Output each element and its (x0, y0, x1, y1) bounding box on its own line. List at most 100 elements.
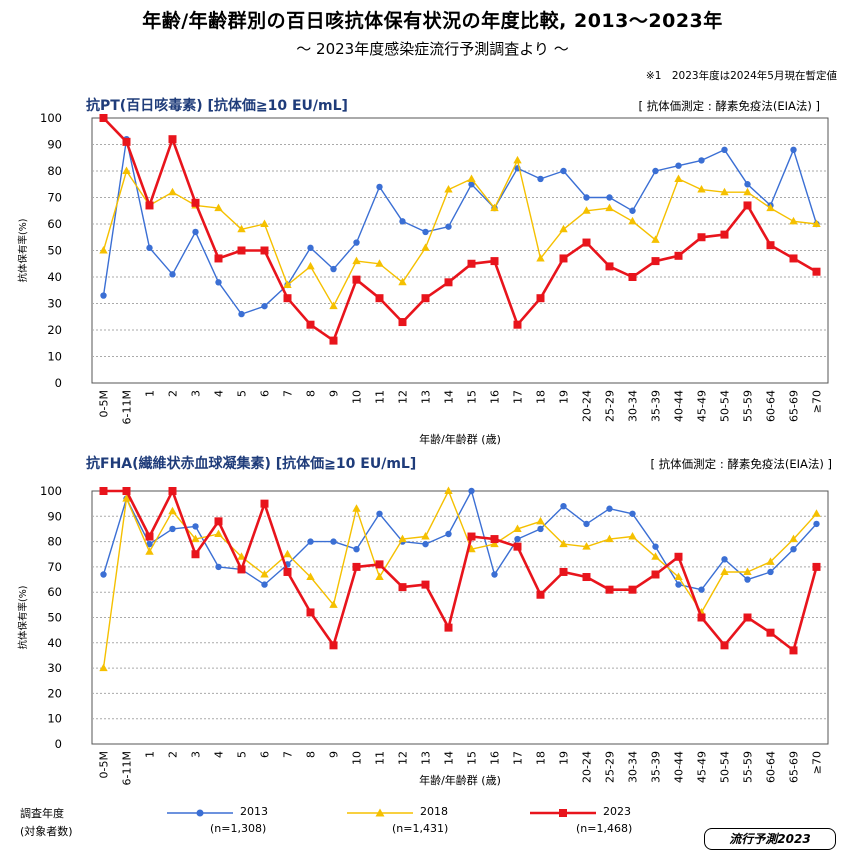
pt-point-2023 (789, 254, 798, 263)
fha-x-tick-label: 14 (443, 751, 456, 765)
pt-x-tick-label: 65-69 (788, 390, 801, 422)
fha-point-2013 (721, 556, 728, 563)
pt-point-2023 (214, 254, 223, 263)
pt-x-tick-label: 19 (558, 390, 571, 404)
fha-x-tick-label: 6-11M (121, 751, 134, 785)
fha-point-2013 (514, 535, 521, 543)
pt-x-tick-label: 35-39 (650, 390, 663, 422)
fha-x-tick-label: 16 (489, 751, 502, 765)
pt-point-2018 (628, 216, 637, 225)
pt-x-tick-label: 60-64 (765, 390, 778, 422)
pt-point-2013 (100, 292, 107, 299)
fha-point-2013 (330, 538, 337, 545)
pt-x-axis-label: 年齢/年齢群 (歳) (419, 432, 501, 446)
pt-point-2023 (145, 201, 154, 210)
pt-method-note: [ 抗体価測定 : 酵素免疫法(EIA法) ] (639, 99, 820, 113)
pt-point-2013 (192, 228, 199, 236)
fha-point-2013 (675, 581, 682, 588)
fha-point-2023 (467, 532, 476, 541)
pt-point-2023 (513, 320, 522, 329)
pt-point-2013 (537, 175, 544, 183)
fha-point-2018 (766, 557, 775, 565)
pt-point-2013 (445, 223, 452, 230)
provisional-note: ※1 2023年度は2024年5月現在暫定値 (645, 70, 837, 82)
fha-x-tick-label: 19 (558, 751, 571, 765)
legend-count-2018: (n=1,431) (392, 822, 449, 835)
fha-point-2018 (306, 572, 315, 581)
fha-point-2018 (513, 524, 522, 532)
fha-x-tick-label: 12 (397, 751, 410, 765)
pt-point-2013 (560, 167, 567, 175)
fha-x-tick-label: 25-29 (604, 751, 617, 783)
pt-point-2018 (720, 187, 729, 196)
pt-point-2013 (422, 228, 429, 236)
pt-y-tick-label: 50 (47, 244, 62, 258)
legend-count-2023: (n=1,468) (576, 822, 633, 835)
fha-point-2018 (352, 504, 361, 512)
pt-x-tick-label: 10 (351, 390, 364, 404)
pt-point-2018 (766, 203, 775, 212)
pt-x-tick-label: 3 (190, 390, 203, 397)
pt-x-tick-label: 15 (466, 390, 479, 404)
fha-point-2018 (283, 549, 292, 558)
fha-point-2023 (697, 613, 706, 622)
fha-point-2023 (191, 550, 200, 559)
fha-point-2023 (352, 562, 361, 571)
fha-point-2013 (261, 581, 268, 588)
pt-point-2018 (513, 155, 522, 164)
fha-x-tick-label: 15 (466, 751, 479, 765)
fha-point-2013 (583, 520, 590, 528)
legend-label-2018: 2018 (420, 805, 448, 818)
pt-x-tick-label: 6 (259, 390, 272, 397)
pt-point-2018 (283, 280, 292, 288)
fha-point-2018 (720, 567, 729, 575)
pt-point-2018 (743, 187, 752, 196)
pt-x-tick-label: 4 (213, 390, 226, 397)
pt-x-tick-label: 1 (144, 390, 157, 397)
pt-point-2018 (375, 259, 384, 267)
fha-point-2023 (490, 535, 499, 544)
fha-point-2018 (375, 572, 384, 581)
pt-point-2023 (582, 238, 591, 247)
pt-y-tick-label: 70 (47, 191, 62, 205)
fha-x-tick-label: 45-49 (696, 751, 709, 783)
fha-x-tick-label: 20-24 (581, 751, 594, 783)
fha-point-2023 (168, 487, 177, 495)
legend-heading-count: (対象者数) (20, 825, 73, 838)
pt-point-2013 (744, 181, 751, 188)
pt-point-2013 (146, 244, 153, 252)
pt-x-tick-label: 25-29 (604, 390, 617, 422)
pt-point-2018 (674, 174, 683, 182)
fha-x-tick-label: ≥70 (811, 751, 824, 774)
fha-point-2023 (421, 580, 430, 589)
pt-point-2018 (789, 216, 798, 225)
pt-point-2013 (399, 218, 406, 225)
pt-x-tick-label: 40-44 (673, 390, 686, 422)
fha-y-tick-label: 40 (47, 636, 62, 650)
fha-x-tick-label: 5 (236, 751, 249, 758)
fha-point-2023 (651, 570, 660, 579)
fha-point-2018 (582, 542, 591, 550)
pt-point-2023 (375, 294, 384, 303)
pt-x-tick-label: 2 (167, 390, 180, 397)
fha-point-2023 (306, 608, 315, 617)
fha-point-2023 (260, 499, 269, 508)
fha-point-2018 (490, 539, 499, 548)
pt-point-2018 (490, 203, 499, 212)
pt-point-2013 (353, 239, 360, 246)
fha-x-axis-label: 年齢/年齢群 (歳) (419, 773, 501, 787)
pt-y-tick-label: 30 (47, 297, 62, 311)
fha-point-2023 (214, 517, 223, 526)
fha-point-2013 (169, 525, 176, 533)
fha-point-2018 (536, 516, 545, 525)
fha-x-tick-label: 60-64 (765, 751, 778, 783)
pt-point-2023 (260, 246, 269, 255)
pt-y-tick-label: 0 (55, 376, 62, 390)
fha-point-2018 (237, 552, 246, 560)
pt-point-2013 (330, 265, 337, 273)
fha-antibody-chart: 抗FHA(繊維状赤血球凝集素) [抗体価≧10 EU/mL] [ 抗体価測定 : … (17, 455, 832, 787)
pt-point-2013 (721, 146, 728, 153)
fha-point-2013 (813, 520, 820, 528)
fha-point-2013 (146, 540, 153, 548)
pt-antibody-chart: 抗PT(百日咳毒素) [抗体価≧10 EU/mL] [ 抗体価測定 : 酵素免疫法… (17, 97, 829, 446)
